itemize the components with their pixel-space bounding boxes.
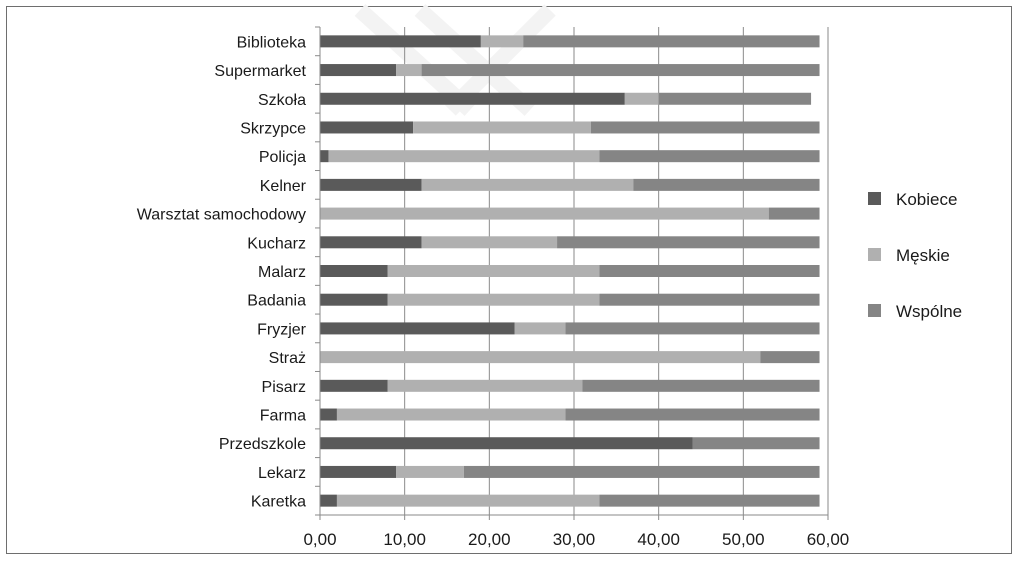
category-label: Warsztat samochodowy [137,207,306,224]
category-label: Kucharz [247,235,306,252]
category-label: Karetka [251,494,306,511]
bar-segment [421,64,820,77]
x-tick-label: 10,00 [383,530,426,549]
bar-segment [320,150,329,163]
bar-segment [320,351,761,364]
category-label: Farma [260,408,306,425]
bar-segment [633,178,820,191]
bar-segment [590,121,820,134]
bars [320,35,820,507]
x-tick-label: 40,00 [637,530,680,549]
bar-segment [320,494,337,507]
category-label: Przedszkole [219,436,306,453]
category-label: Straż [269,350,306,367]
bar-segment [320,465,397,478]
bar-segment [599,494,820,507]
category-label: Pisarz [262,379,306,396]
bar-segment [320,322,515,335]
bar-segment [692,437,820,450]
legend-label: Męskie [896,246,950,265]
bar-segment [328,150,600,163]
x-tick-label: 50,00 [722,530,765,549]
legend-swatch [868,304,881,317]
bar-segment [320,265,388,277]
bar-segment [421,178,634,191]
bar-segment [320,207,769,220]
bar-segment [387,379,583,392]
x-tick-labels: 0,00 10,00 20,00 30,00 40,00 50,00 60,00 [303,530,849,549]
axes [315,26,829,520]
category-label: Kelner [260,178,307,195]
legend-swatch [868,192,881,205]
bar-segment [320,178,422,191]
bar-segment [760,351,820,364]
category-label: Biblioteka [237,34,306,51]
bar-segment [463,465,820,478]
bar-segment [557,236,820,249]
bar-segment [768,207,820,220]
bar-segment [396,64,422,77]
bar-segment [565,322,820,335]
x-tick-label: 30,00 [553,530,596,549]
bar-segment [599,293,820,306]
category-label: Lekarz [258,465,306,482]
x-tick-label: 20,00 [468,530,511,549]
bar-segment [658,92,812,105]
bar-segment [421,236,558,249]
category-label: Policja [259,149,306,166]
category-label: Supermarket [214,63,306,80]
bar-segment [599,265,820,277]
category-labels: Biblioteka Supermarket Szkoła Skrzypce Polic… [137,34,307,510]
bar-segment [336,494,600,507]
legend-label: Kobiece [896,190,957,209]
category-label: Szkoła [258,92,306,109]
bar-segment [336,408,566,421]
bar-segment [413,121,591,134]
category-label: Malarz [258,264,306,281]
bar-segment [320,437,693,450]
x-tick-label: 60,00 [807,530,850,549]
bar-segment [320,379,388,392]
bar-segment [565,408,820,421]
bar-segment [514,322,566,335]
bar-segment [480,35,524,48]
bar-segment [320,35,481,48]
bar-segment [320,121,414,134]
bar-segment [320,236,422,249]
legend: Kobiece Męskie Wspólne [868,190,962,321]
legend-label: Wspólne [896,302,962,321]
legend-swatch [868,248,881,261]
bar-segment [599,150,820,163]
bar-segment [320,92,625,105]
bar-segment [387,293,600,306]
bar-segment [396,465,464,478]
bar-segment [320,293,388,306]
bar-segment [320,408,337,421]
bar-segment [624,92,659,105]
x-tick-label: 0,00 [303,530,336,549]
category-label: Skrzypce [240,120,306,137]
category-label: Fryzjer [257,321,307,338]
bar-segment [582,379,820,392]
category-label: Badania [247,293,306,310]
bar-segment [387,265,600,277]
bar-segment [320,64,397,77]
chart-frame [6,6,1012,554]
bar-segment [523,35,820,48]
